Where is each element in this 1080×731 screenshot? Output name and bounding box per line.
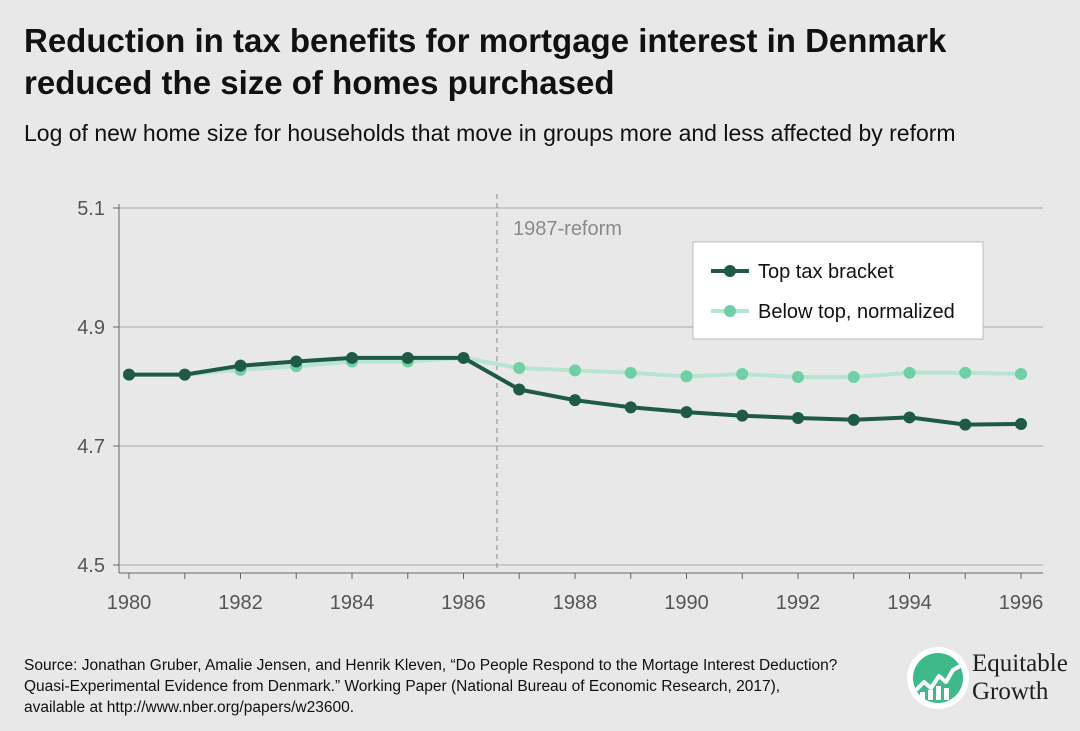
y-tick-label: 5.1 <box>77 198 105 220</box>
data-point-top-tax-bracket <box>903 411 916 424</box>
x-tick-label: 1986 <box>441 592 486 614</box>
legend: Top tax bracket Below top, normalized <box>692 241 984 340</box>
data-point-below-top <box>736 368 749 381</box>
data-point-top-tax-bracket <box>401 351 414 364</box>
y-tick-label: 4.7 <box>77 436 105 458</box>
series-top-bracket <box>123 351 1027 431</box>
data-point-top-tax-bracket <box>736 409 749 422</box>
logo-word-equitable: Equitable <box>972 650 1068 677</box>
x-tick-label: 1988 <box>553 592 598 614</box>
data-point-below-top <box>680 370 693 383</box>
data-point-below-top <box>624 366 637 379</box>
x-tick-label: 1982 <box>218 592 263 614</box>
y-tick-label: 4.9 <box>77 317 105 339</box>
series-below-top <box>123 351 1027 383</box>
reform-marker: 1987-reform <box>496 194 622 573</box>
data-point-top-tax-bracket <box>624 401 637 414</box>
legend-swatch-top-marker <box>724 265 736 277</box>
data-point-top-tax-bracket <box>680 406 693 419</box>
data-point-top-tax-bracket <box>569 394 581 407</box>
y-tick-label: 4.5 <box>77 555 105 577</box>
rising-chart-icon <box>907 647 969 709</box>
data-point-top-tax-bracket <box>123 368 135 381</box>
x-tick-label: 1996 <box>999 592 1044 614</box>
line-chart: 4.5 4.7 4.9 5.1 1980 1982 1984 1986 1988 1990 199… <box>77 194 1044 614</box>
x-axis: 1980 1982 1984 1986 1988 1990 1992 1994 1996 <box>107 572 1044 614</box>
data-point-top-tax-bracket <box>234 359 247 372</box>
data-point-below-top <box>513 362 526 375</box>
source-note: Source: Jonathan Gruber, Amalie Jensen, … <box>24 657 838 716</box>
data-point-below-top <box>903 366 916 379</box>
y-axis: 4.5 4.7 4.9 5.1 <box>77 198 120 577</box>
legend-box <box>692 241 984 340</box>
legend-label-below-top: Below top, normalized <box>758 301 955 323</box>
reform-annotation-label: 1987-reform <box>513 218 622 240</box>
data-point-top-tax-bracket <box>346 351 358 364</box>
x-tick-label: 1994 <box>887 592 932 614</box>
data-point-below-top <box>847 370 860 383</box>
data-point-top-tax-bracket <box>1015 417 1027 430</box>
chart-title: Reduction in tax benefits for mortgage i… <box>24 22 947 101</box>
logo-word-growth: Growth <box>972 678 1049 705</box>
legend-swatch-below-marker <box>724 305 736 317</box>
data-point-below-top <box>1015 368 1027 381</box>
data-point-top-tax-bracket <box>959 418 972 431</box>
data-point-top-tax-bracket <box>457 351 470 364</box>
x-tick-label: 1980 <box>107 592 152 614</box>
data-point-top-tax-bracket <box>178 368 191 381</box>
data-point-top-tax-bracket <box>290 355 303 368</box>
equitable-growth-logo: Equitable Growth <box>906 646 1076 710</box>
data-point-below-top <box>569 364 581 377</box>
x-tick-label: 1990 <box>664 592 709 614</box>
x-tick-label: 1992 <box>776 592 821 614</box>
data-point-top-tax-bracket <box>847 413 860 426</box>
data-point-top-tax-bracket <box>513 383 526 396</box>
legend-label-top-tax-bracket: Top tax bracket <box>758 261 894 283</box>
chart-subtitle: Log of new home size for households that… <box>24 120 956 146</box>
data-point-below-top <box>959 366 972 379</box>
x-tick-label: 1984 <box>330 592 375 614</box>
data-point-top-tax-bracket <box>792 412 804 425</box>
data-point-below-top <box>792 370 804 383</box>
